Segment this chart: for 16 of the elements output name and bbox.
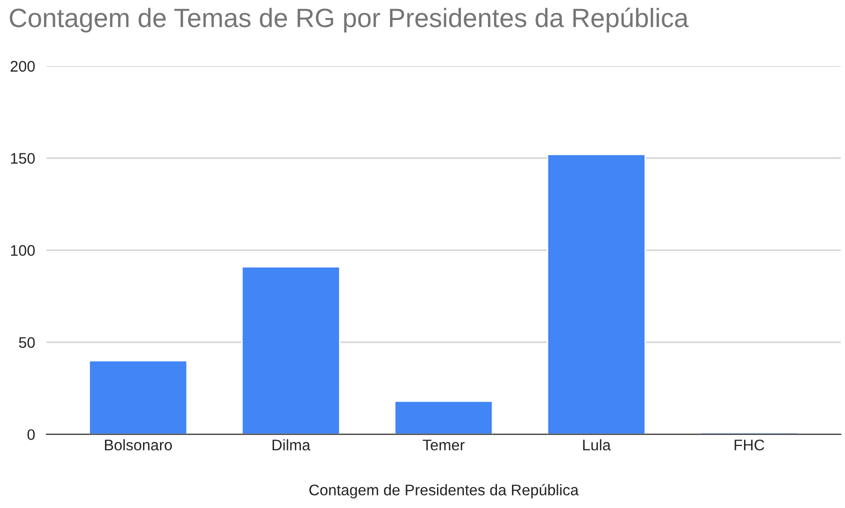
bar	[88, 360, 188, 434]
bar	[546, 154, 646, 434]
y-tick-label: 0	[27, 429, 35, 440]
x-tick-label: FHC	[734, 440, 764, 450]
bar	[241, 266, 340, 434]
x-tick-label: Lula	[583, 439, 611, 450]
y-tick-label: 150	[11, 152, 35, 164]
x-axis-title: Contagem de Presidentes da República	[309, 484, 579, 498]
x-tick-label: Temer	[422, 440, 465, 450]
chart-title: Contagem de Temas de RG por Presidentes da República	[10, 8, 689, 33]
y-tick-label: 100	[11, 245, 35, 256]
y-tick-label: 50	[18, 337, 35, 348]
x-tick-label: Dilma	[272, 439, 310, 450]
y-tick-label: 200	[10, 60, 35, 72]
x-tick-label: Bolsonaro	[104, 439, 172, 450]
bar	[394, 400, 494, 434]
